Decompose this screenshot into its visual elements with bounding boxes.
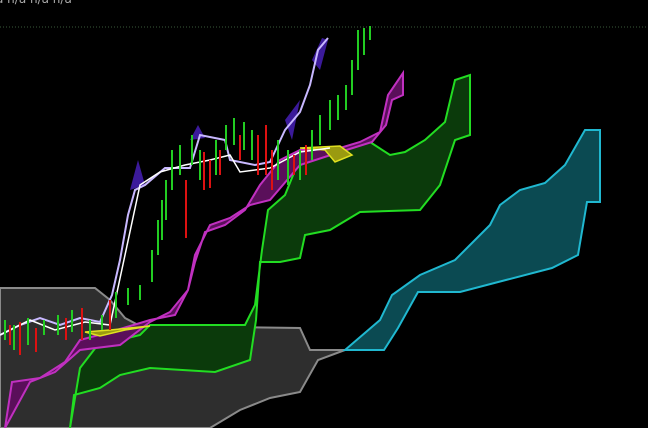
legend-label: a n/a n/a n/a	[0, 0, 72, 6]
yellow-band	[84, 325, 151, 337]
bearish-candles	[9, 125, 307, 355]
conversion-line	[0, 37, 329, 336]
green-cloud	[69, 73, 471, 428]
purple-cloud	[4, 69, 404, 428]
bullish-candles	[4, 26, 371, 350]
teal-cloud	[342, 129, 601, 351]
